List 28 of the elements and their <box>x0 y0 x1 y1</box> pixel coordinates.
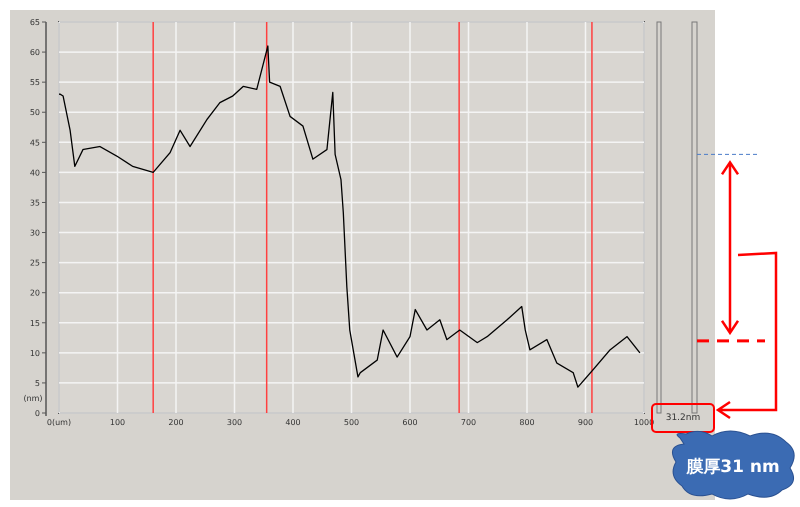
y-tick-label: 60 <box>30 48 40 58</box>
x-tick-label: 900 <box>578 418 594 427</box>
y-tick-label: 50 <box>30 108 40 118</box>
y-tick-label: 40 <box>30 168 40 178</box>
y-tick-label: 30 <box>30 228 40 238</box>
x-tick-label: 500 <box>344 418 360 427</box>
y-axis-title: (nm) <box>23 394 43 403</box>
y-tick-label: 0 <box>34 409 40 418</box>
x-tick-label: 300 <box>226 418 242 427</box>
x-tick-label: 600 <box>402 418 418 427</box>
x-tick-label: 100 <box>110 418 126 427</box>
text: 31.2nm <box>666 413 700 423</box>
y-tick-label: 65 <box>30 18 40 27</box>
y-tick-label: 20 <box>30 288 40 298</box>
x-tick-label: 0(um) <box>46 418 72 427</box>
y-tick-label: 55 <box>30 78 40 88</box>
x-tick-label: 700 <box>460 418 476 427</box>
line-series <box>58 45 641 388</box>
y-tick-label: 25 <box>30 258 40 268</box>
y-tick-label: 15 <box>30 318 40 328</box>
y-tick-label: 5 <box>34 378 40 388</box>
y-tick-label: 10 <box>30 348 40 358</box>
text: 膜厚31 nm <box>685 457 780 477</box>
y-tick-label: 45 <box>30 138 40 148</box>
x-tick-label: 200 <box>168 418 184 427</box>
x-tick-label: 800 <box>519 418 535 427</box>
x-tick-label: 400 <box>285 418 301 427</box>
y-tick-label: 35 <box>30 198 40 208</box>
